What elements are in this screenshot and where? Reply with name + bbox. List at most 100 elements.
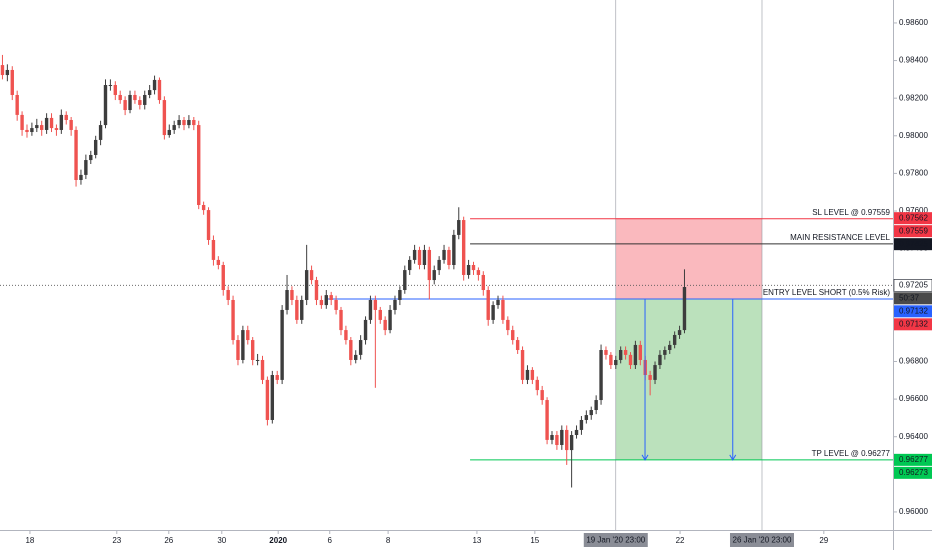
candle-body: [403, 270, 407, 291]
price-tag: [894, 238, 932, 251]
arrow-head: [641, 454, 649, 461]
candle-body: [618, 350, 623, 360]
candle-body: [609, 354, 613, 366]
price-tag: [893, 279, 932, 292]
candle-body: [25, 129, 29, 133]
candle-body: [231, 299, 235, 341]
candle-body: [452, 234, 456, 265]
candle-body: [49, 117, 54, 129]
candle-body: [393, 299, 397, 310]
x-tick-label: 18: [25, 536, 34, 545]
candle-body: [79, 174, 83, 180]
y-tick-label: 0.98400: [899, 56, 928, 65]
candle-body: [432, 270, 436, 281]
candle-body: [295, 299, 299, 320]
price-tag: [894, 466, 932, 479]
x-tick-label: 15: [530, 536, 539, 545]
candle-body: [334, 299, 338, 310]
y-tick-label: 0.96800: [899, 357, 928, 366]
candle-body: [584, 415, 589, 420]
candle-body: [123, 100, 127, 111]
candle-body: [69, 119, 73, 130]
candle-body: [530, 369, 535, 380]
price-tag: [894, 292, 932, 305]
level-label: ENTRY LEVEL SHORT (0.5% Risk): [763, 288, 890, 297]
candle-body: [93, 139, 98, 155]
candle-body: [471, 265, 476, 271]
candle-body: [476, 270, 481, 275]
candle-body: [417, 249, 422, 265]
candle-body: [501, 299, 505, 320]
candle-body: [84, 160, 88, 175]
candle-body: [246, 330, 250, 341]
x-marker-label: 19 Jan '20 23:00: [586, 536, 645, 545]
candle-body: [339, 309, 343, 331]
price-tag-label: 0.96273: [899, 468, 928, 477]
candle-body: [128, 94, 132, 111]
x-tick-label: 23: [112, 536, 121, 545]
arrow-head: [729, 454, 737, 461]
candle-body: [255, 359, 260, 361]
x-tick-label: 8: [386, 536, 391, 545]
candle-body: [574, 429, 579, 436]
candle-body: [496, 299, 500, 306]
candle-body: [260, 359, 265, 380]
x-tick-label: 2020: [269, 536, 287, 545]
price-tag-label: 0.97132: [899, 306, 928, 315]
candle-body: [520, 350, 525, 380]
candle-body: [653, 365, 657, 380]
candle-body: [143, 94, 147, 105]
candle-body: [89, 154, 93, 161]
stop-zone: [615, 218, 762, 300]
candle-body: [412, 249, 417, 260]
price-tag-label: 0.97205: [899, 280, 928, 289]
candle-body: [363, 319, 368, 341]
candle-body: [569, 435, 574, 451]
candle-body: [506, 319, 510, 331]
x-tick-label: 13: [472, 536, 481, 545]
candle-body: [265, 379, 270, 420]
y-tick-label: 0.96400: [899, 432, 928, 441]
candle-body: [211, 239, 216, 260]
candle-body: [628, 354, 633, 366]
candle-body: [457, 220, 461, 235]
candle-body: [486, 290, 490, 320]
candle-body: [10, 69, 14, 95]
candle-body: [515, 340, 520, 351]
candle-body: [147, 90, 152, 95]
candle-body: [285, 290, 289, 310]
price-tag-label: 0.97562: [899, 213, 928, 222]
candle-body: [623, 350, 628, 355]
y-tick-label: 0.98600: [899, 18, 928, 27]
candle-body: [594, 400, 598, 411]
x-tick-label: 26: [164, 536, 173, 545]
candle-body: [398, 290, 402, 300]
price-tag-label: 0.97425: [899, 239, 928, 248]
price-tag: [894, 318, 932, 331]
y-tick-label: 0.96000: [899, 507, 928, 516]
candle-body: [270, 375, 275, 420]
candle-body: [167, 129, 171, 136]
candle-body: [682, 287, 687, 331]
candle-body: [187, 119, 191, 126]
candle-body: [540, 390, 544, 401]
candle-body: [525, 369, 530, 380]
candle-body: [309, 270, 314, 281]
candle-body: [511, 330, 515, 341]
price-tag-label: 0.97559: [899, 226, 928, 235]
candle-body: [275, 375, 279, 380]
candle-body: [427, 249, 432, 281]
candle-body: [589, 410, 593, 416]
candle-body: [545, 400, 549, 440]
price-tag: [894, 453, 932, 466]
price-tag-label: 0.97132: [899, 319, 928, 328]
price-tag-label: 50:37: [899, 293, 920, 302]
candle-body: [422, 249, 427, 265]
candle-body: [5, 69, 10, 76]
candle-body: [300, 299, 304, 320]
x-tick-label: 30: [217, 536, 226, 545]
candle-body: [560, 429, 564, 445]
candle-body: [388, 309, 392, 331]
candle-body: [447, 249, 451, 265]
candle-body: [108, 85, 113, 87]
